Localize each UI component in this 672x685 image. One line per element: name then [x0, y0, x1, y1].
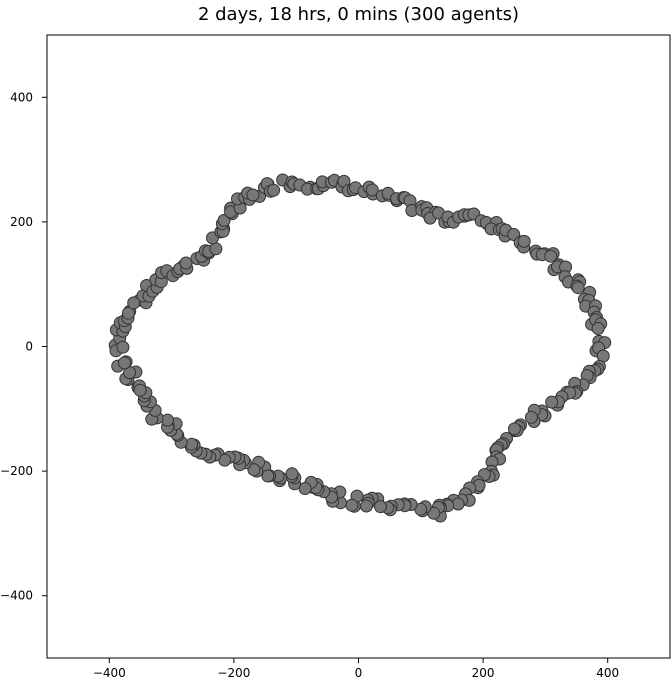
agent-point [247, 463, 261, 477]
y-tick-label: −400 [0, 589, 33, 603]
x-tick-label: 400 [596, 666, 619, 680]
agent-point [359, 499, 373, 513]
x-tick-label: −400 [93, 666, 126, 680]
y-tick-label: 200 [10, 215, 33, 229]
plot-area [46, 34, 671, 659]
agent-point [365, 183, 379, 197]
y-tick-label: −200 [0, 464, 33, 478]
agent-point [116, 340, 130, 354]
agent-point [185, 437, 199, 451]
x-tick-label: −200 [217, 666, 250, 680]
agent-point [517, 234, 531, 248]
agent-point [118, 356, 131, 370]
agent-point [507, 422, 521, 436]
agent-point [246, 188, 260, 202]
agent-point [571, 281, 585, 295]
agent-point [591, 322, 605, 335]
x-axis: −400 −200 0 200 400 [93, 658, 619, 680]
agent-point [345, 498, 359, 512]
agent-point [121, 306, 135, 320]
x-tick-label: 200 [472, 666, 495, 680]
y-tick-label: 400 [10, 90, 33, 104]
agent-point [544, 249, 558, 263]
x-tick-label: 0 [355, 666, 363, 680]
agent-point [133, 383, 147, 397]
agent-point [161, 413, 174, 427]
agent-point [179, 256, 193, 270]
y-axis: 400 200 0 −200 −400 [0, 90, 47, 603]
agent-point [209, 242, 223, 256]
agent-point [285, 467, 299, 481]
chart-title: 2 days, 18 hrs, 0 mins (300 agents) [197, 4, 520, 25]
agent-point [545, 395, 559, 409]
agent-point [267, 183, 281, 197]
y-tick-label: 0 [25, 340, 33, 354]
agent-point [298, 482, 312, 495]
agent-point [524, 410, 538, 424]
agent-point [374, 500, 387, 514]
agent-points [108, 173, 612, 523]
agent-point [261, 469, 275, 483]
